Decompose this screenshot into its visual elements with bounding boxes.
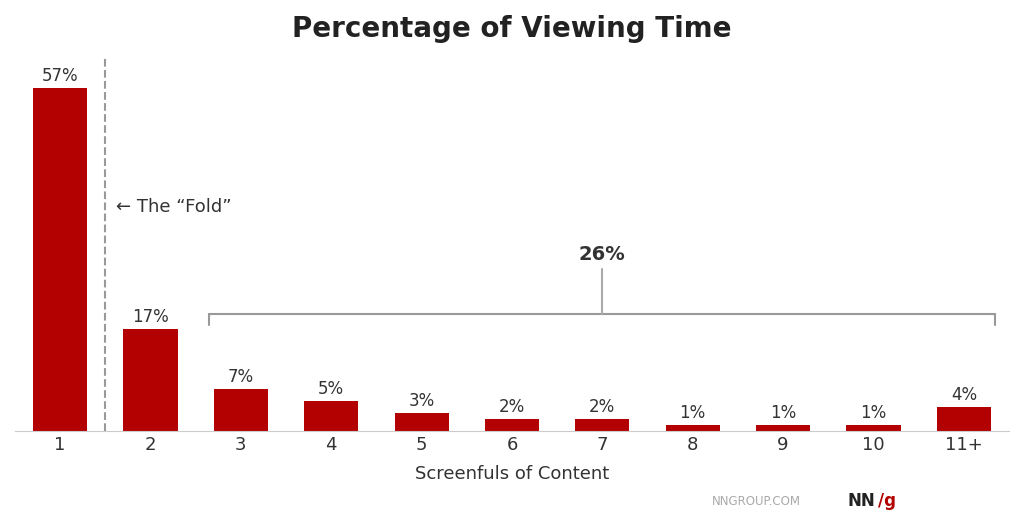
Text: 2%: 2%	[499, 398, 525, 416]
Text: NNGROUP.COM: NNGROUP.COM	[712, 495, 801, 508]
Text: 2%: 2%	[589, 398, 615, 416]
Title: Percentage of Viewing Time: Percentage of Viewing Time	[292, 15, 732, 43]
Bar	[33, 88, 87, 431]
Text: 7%: 7%	[228, 368, 254, 386]
Bar	[394, 413, 449, 431]
X-axis label: Screenfuls of Content: Screenfuls of Content	[415, 465, 609, 483]
Bar	[756, 425, 810, 431]
Text: 1%: 1%	[680, 404, 706, 422]
Text: 5%: 5%	[318, 380, 344, 398]
Text: ← The “Fold”: ← The “Fold”	[116, 198, 231, 216]
Text: 57%: 57%	[42, 67, 79, 85]
Bar	[666, 425, 720, 431]
Bar	[575, 419, 630, 431]
Bar	[847, 425, 900, 431]
Text: 26%: 26%	[579, 245, 626, 264]
Text: NN: NN	[848, 491, 876, 510]
Text: 17%: 17%	[132, 308, 169, 326]
Bar	[124, 329, 177, 431]
Bar	[485, 419, 539, 431]
Text: 1%: 1%	[860, 404, 887, 422]
Text: 4%: 4%	[950, 386, 977, 404]
Text: 1%: 1%	[770, 404, 797, 422]
Text: 3%: 3%	[409, 392, 435, 410]
Bar	[214, 389, 268, 431]
Bar	[937, 407, 991, 431]
Text: /g: /g	[878, 491, 896, 510]
Bar	[304, 401, 358, 431]
